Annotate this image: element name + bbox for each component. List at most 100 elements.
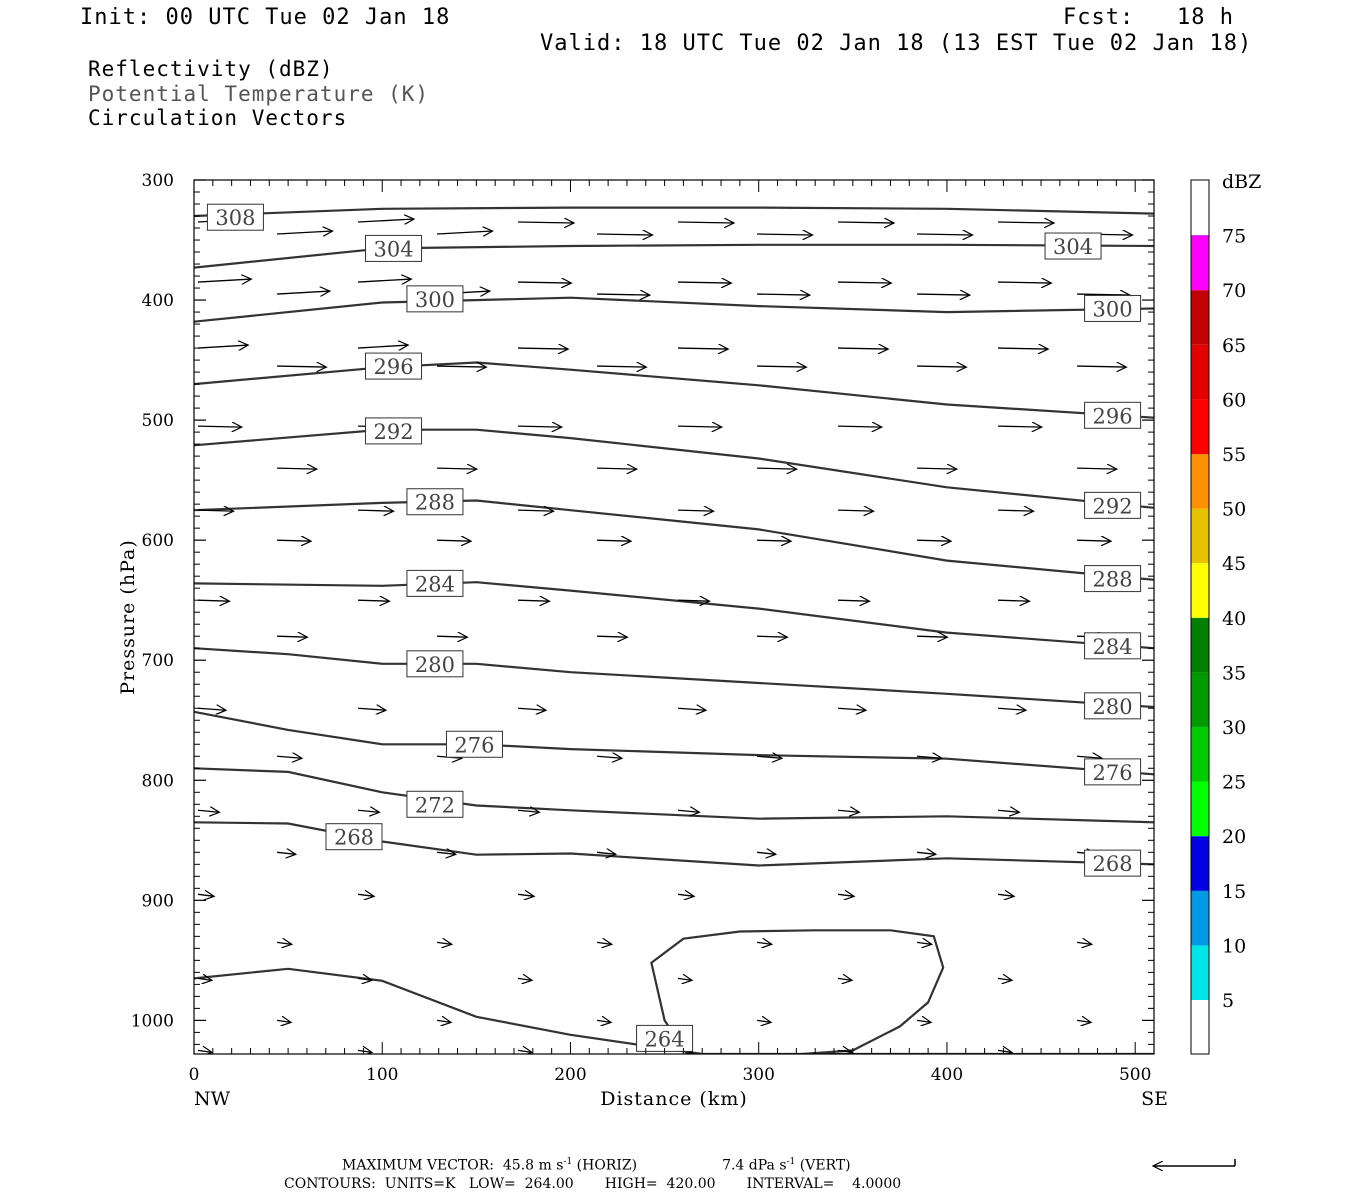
vector-arrow: [277, 366, 326, 367]
colorbar-label: 65: [1222, 335, 1246, 357]
contour-276-8: [194, 710, 1154, 776]
vector-arrow: [837, 1050, 852, 1052]
vector-arrow: [837, 510, 874, 511]
vector-arrow: [997, 600, 1030, 601]
vector-arrow: [437, 366, 486, 367]
vector-arrow: [917, 294, 970, 295]
vector-arrow: [437, 468, 477, 469]
vector-arrow: [997, 810, 1019, 812]
vector-arrow: [1077, 294, 1130, 295]
vector-arrow: [357, 345, 408, 348]
vector-arrow: [757, 540, 791, 541]
contour-272-9: [194, 767, 1154, 824]
axis-ticks: 300 400 500 600 700 800 900 1000 0 100 200 300 400 50…: [131, 171, 1155, 1085]
contour-300-2: [194, 296, 1154, 323]
contour-label-text: 268: [334, 826, 374, 850]
vector-arrow: [756, 942, 772, 944]
max-vector-text: MAXIMUM VECTOR: 45.8 m s-1 (HORIZ) 7.4 dP…: [342, 1157, 851, 1174]
vector-arrow: [757, 294, 810, 295]
legend-circulation-vectors: Circulation Vectors: [88, 106, 348, 130]
vector-arrow: [677, 600, 710, 601]
x-tick-label: 200: [554, 1065, 586, 1085]
vector-arrow: [357, 600, 390, 601]
y-tick-label: 800: [142, 771, 174, 791]
colorbar-swatch: [1191, 290, 1209, 345]
vector-arrow: [517, 348, 568, 349]
vector-arrow: [837, 708, 866, 710]
vector-arrow: [677, 348, 728, 349]
vector-arrow: [197, 1050, 212, 1052]
vector-arrow: [997, 510, 1034, 511]
contour-label-text: 296: [373, 355, 413, 379]
contour-label-296: 296: [1084, 401, 1142, 429]
vector-arrow: [197, 426, 242, 427]
contour-label-296: 296: [365, 352, 423, 380]
vector-arrow: [677, 510, 714, 511]
vector-arrow: [197, 510, 234, 511]
vector-arrow: [357, 510, 394, 511]
vector-arrow: [837, 978, 852, 980]
contour-label-288: 288: [1084, 565, 1142, 593]
vector-arrow: [997, 1050, 1012, 1052]
vector-arrow: [1077, 756, 1102, 758]
vector-arrow: [677, 978, 692, 980]
contour-label-text: 292: [373, 420, 413, 444]
init-time: Init: 00 UTC Tue 02 Jan 18: [80, 5, 451, 30]
colorbar-label: 35: [1222, 662, 1246, 684]
vector-arrow: [517, 810, 539, 812]
vector-arrow: [276, 1020, 291, 1022]
contour-label-280: 280: [406, 650, 464, 678]
colorbar-swatch: [1191, 781, 1209, 837]
vector-arrow: [757, 366, 806, 367]
vector-arrow: [357, 708, 386, 710]
contour-label-308: 308: [206, 203, 264, 231]
vector-arrow: [677, 222, 734, 223]
vector-arrow: [997, 894, 1014, 896]
vector-arrow: [757, 756, 782, 758]
contour-288-5: [194, 499, 1154, 581]
y-tick-label: 1000: [131, 1011, 174, 1031]
colorbar-label: 50: [1222, 499, 1246, 521]
vector-arrow: [597, 756, 622, 758]
contour-292-4: [194, 428, 1154, 509]
colorbar-label: 60: [1222, 389, 1246, 411]
vector-arrow: [997, 348, 1048, 349]
contour-label-text: 264: [645, 1027, 685, 1051]
contour-label-text: 308: [215, 206, 255, 230]
vector-arrow: [917, 366, 966, 367]
vector-arrow: [837, 222, 894, 223]
colorbar-label: 55: [1222, 444, 1246, 466]
vector-arrow: [1077, 540, 1111, 541]
contour-label-text: 304: [373, 237, 413, 261]
contour-label-264: 264: [636, 1024, 694, 1052]
vector-arrow: [197, 279, 251, 282]
x-tick-label: 100: [366, 1065, 398, 1085]
vector-arrow: [517, 282, 571, 283]
colorbar-label: 75: [1222, 226, 1246, 248]
x-tick-label: 300: [742, 1065, 774, 1085]
x-tick-label: 500: [1119, 1065, 1151, 1085]
x-axis-label: Distance (km): [600, 1088, 748, 1110]
vector-arrow: [916, 852, 936, 854]
vector-arrow: [517, 1050, 532, 1052]
vector-arrow: [197, 810, 219, 812]
vector-arrow: [837, 894, 854, 896]
vector-arrow: [517, 510, 554, 511]
contour-label-300: 300: [1084, 294, 1142, 322]
colorbar-label: 45: [1222, 553, 1246, 575]
vector-arrow: [277, 231, 332, 234]
colorbar-swatch: [1191, 836, 1209, 891]
vector-arrow: [677, 426, 722, 427]
vector-arrow: [1076, 942, 1092, 944]
x-tick-label: 400: [931, 1065, 963, 1085]
contours-text: CONTOURS: UNITS=K LOW= 264.00 HIGH= 420.…: [284, 1176, 902, 1192]
y-tick-label: 700: [142, 651, 174, 671]
y-tick-label: 300: [142, 171, 174, 191]
vector-arrow: [437, 231, 492, 234]
vector-arrow: [597, 294, 650, 295]
colorbar-swatch: [1191, 399, 1209, 454]
colorbar-label: 15: [1222, 881, 1246, 903]
vector-arrow: [277, 756, 302, 758]
vector-arrow: [517, 978, 532, 980]
vector-arrow: [837, 348, 888, 349]
